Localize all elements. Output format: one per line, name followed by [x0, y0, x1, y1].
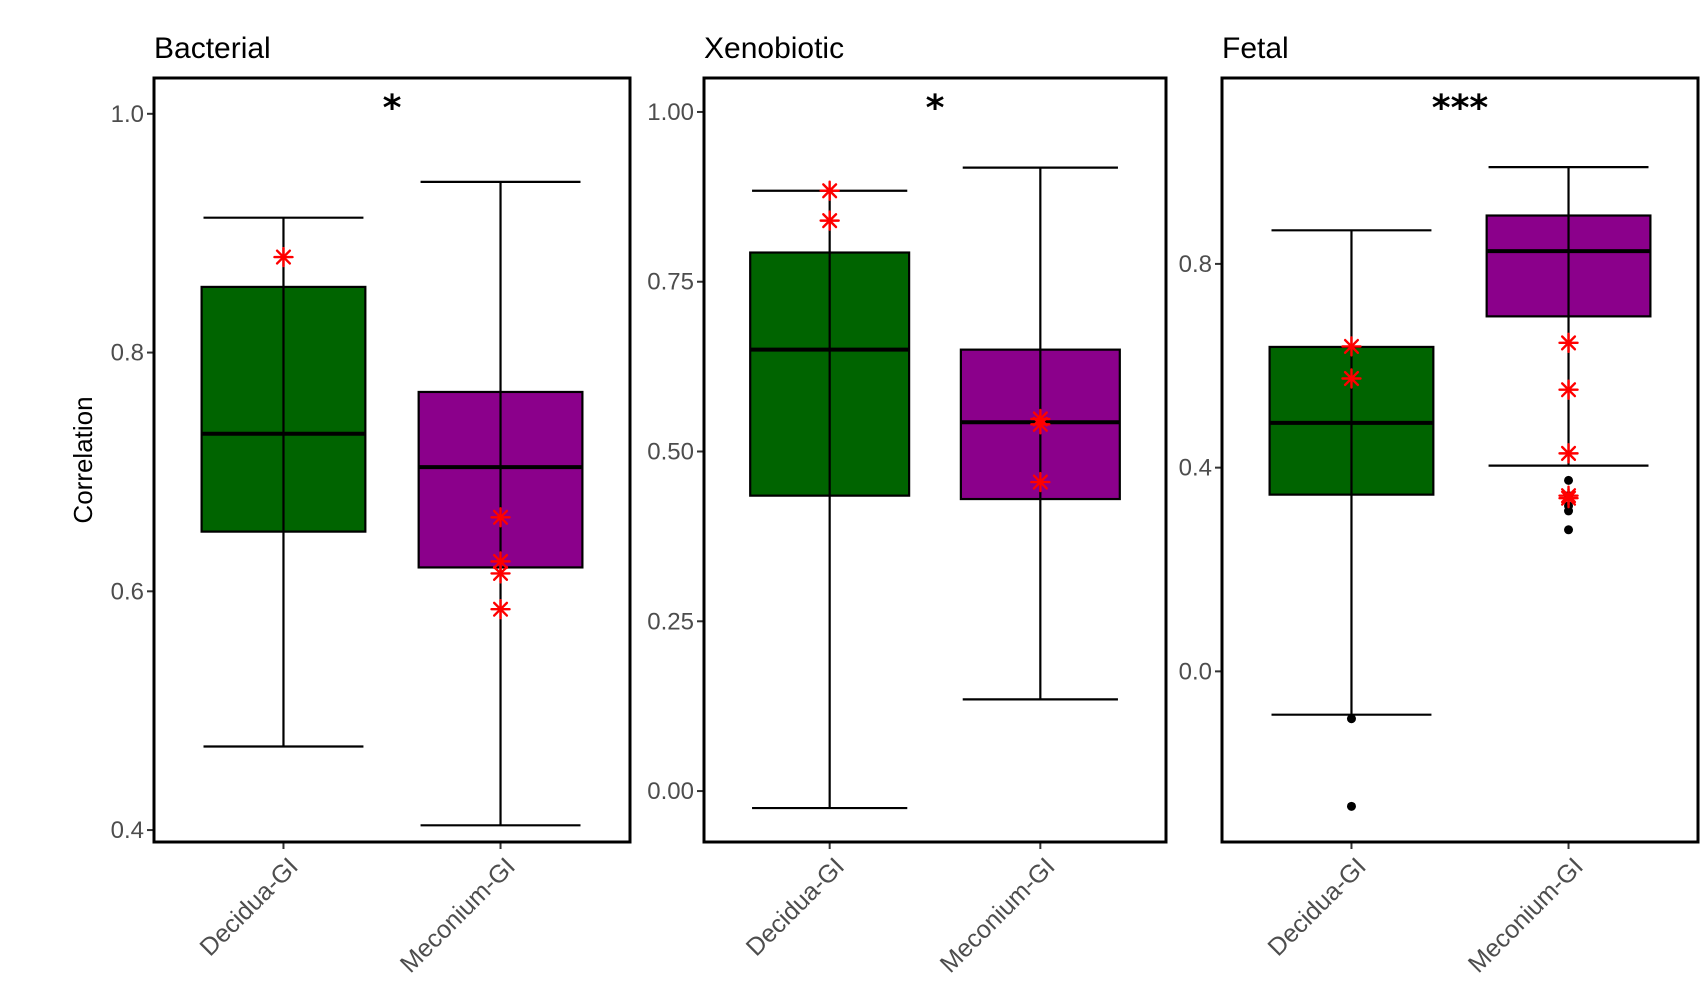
outlier-point	[1346, 801, 1356, 811]
highlight-point	[819, 180, 840, 201]
x-tick-label: Meconium-GI	[395, 852, 521, 978]
y-tick-label: 0.25	[647, 608, 694, 635]
highlight-point	[1558, 379, 1579, 400]
y-tick-label: 0.6	[111, 578, 144, 605]
outlier-point	[1564, 525, 1574, 535]
highlight-stroke	[492, 601, 509, 617]
panel-title: Fetal	[1222, 32, 1289, 65]
box-decidua-gi	[1268, 229, 1435, 811]
box-meconium-gi	[959, 166, 1121, 701]
highlight-point	[1558, 332, 1579, 354]
y-tick-label: 0.00	[647, 778, 694, 805]
highlight-stroke	[492, 553, 509, 570]
panel-fetal: Fetal *** 0.0 0.4 0.8 Decidua-GI Meconium-GI	[1179, 32, 1700, 978]
x-tick-label: Meconium-GI	[935, 852, 1061, 978]
y-tick-label: 0.4	[111, 817, 144, 844]
panel-title: Xenobiotic	[704, 32, 844, 65]
panel-frame	[702, 76, 1168, 844]
y-axis-label: Correlation	[68, 396, 98, 523]
x-tick-label: Meconium-GI	[1463, 852, 1589, 978]
highlight-point	[1030, 471, 1051, 493]
highlight-point	[1030, 414, 1051, 435]
y-tick-label: 0.75	[647, 269, 694, 296]
highlight-stroke	[1560, 382, 1577, 398]
highlight-stroke	[1560, 490, 1577, 506]
y-tick-label: 0.4	[1179, 455, 1212, 482]
outlier-point	[1346, 714, 1356, 724]
highlight-point	[490, 507, 511, 528]
y-tick-label: 0.50	[647, 439, 694, 466]
panel-bacterial: Bacterial * 0.4 0.6 0.8 1.0 Decidua-GI Meconium…	[111, 32, 632, 978]
highlight-stroke	[822, 183, 838, 199]
highlight-point	[1341, 368, 1362, 389]
highlight-point	[1341, 336, 1362, 357]
highlight-stroke	[1343, 338, 1360, 354]
x-tick-label: Decidua-GI	[741, 852, 850, 961]
panel-xenobiotic: Xenobiotic * 0.00 0.25 0.50 0.75 1.00 Decidua-G…	[647, 32, 1168, 978]
highlight-stroke	[492, 565, 509, 581]
highlight-point	[490, 563, 511, 584]
x-tick-label: Decidua-GI	[1262, 852, 1371, 961]
panel-frame	[152, 76, 632, 844]
highlight-point	[1558, 488, 1579, 509]
highlight-stroke	[822, 213, 838, 229]
y-tick-label: 0.8	[111, 340, 144, 367]
y-tick-label: 1.00	[647, 99, 694, 126]
y-tick-label: 0.8	[1179, 251, 1212, 278]
panel-title: Bacterial	[154, 32, 271, 65]
highlight-stroke	[1560, 445, 1577, 461]
highlight-point	[819, 210, 840, 231]
significance-label: *	[926, 88, 945, 129]
box-meconium-gi	[417, 180, 584, 827]
highlight-stroke	[492, 509, 509, 525]
highlight-point	[490, 599, 511, 620]
box-meconium-gi	[1485, 166, 1652, 535]
highlight-stroke	[1032, 416, 1048, 432]
highlight-point	[273, 246, 294, 268]
outlier-point	[1564, 475, 1574, 485]
significance-label: ***	[1432, 88, 1489, 129]
highlight-stroke	[275, 249, 292, 265]
panels: Bacterial * 0.4 0.6 0.8 1.0 Decidua-GI Meconium…	[111, 32, 1700, 978]
y-tick-label: 0.0	[1179, 658, 1212, 685]
box-decidua-gi	[749, 180, 911, 810]
panel-frame	[1220, 76, 1700, 844]
highlight-stroke	[1032, 474, 1048, 490]
significance-label: *	[383, 88, 402, 129]
highlight-stroke	[1343, 370, 1360, 387]
highlight-stroke	[1560, 335, 1577, 351]
y-tick-label: 1.0	[111, 101, 144, 128]
outlier-point	[1564, 506, 1574, 516]
x-tick-label: Decidua-GI	[194, 852, 303, 961]
highlight-point	[1558, 443, 1579, 464]
box-decidua-gi	[200, 216, 367, 748]
